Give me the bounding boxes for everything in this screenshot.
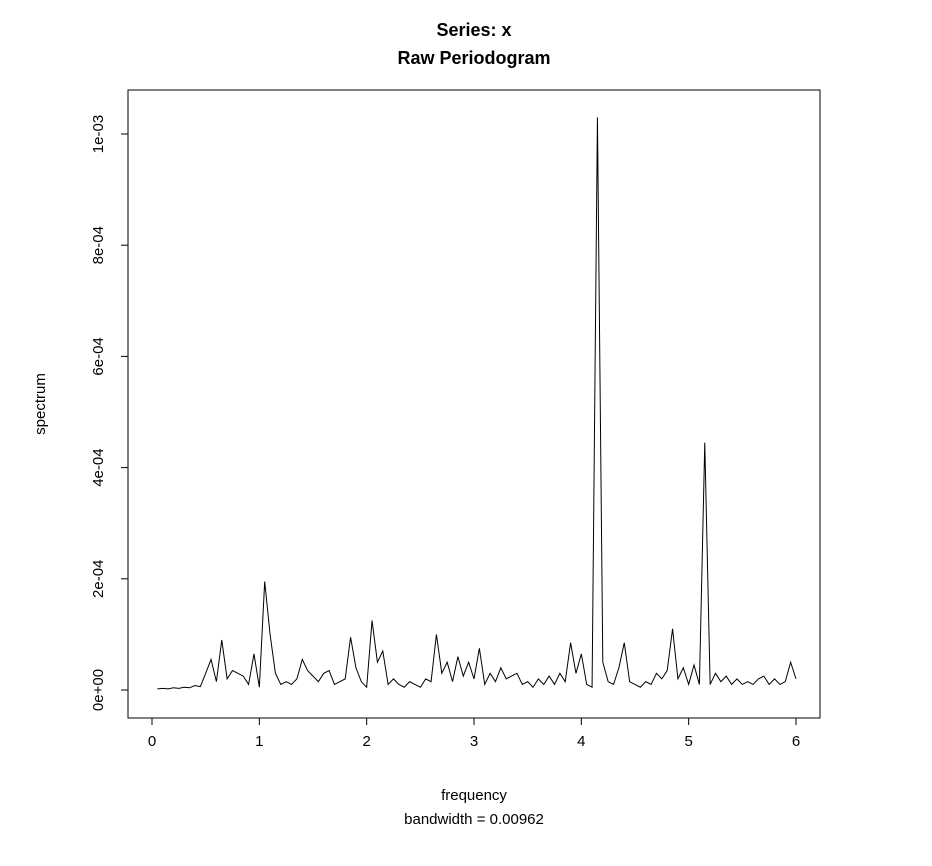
x-tick-label: 0 <box>148 733 156 750</box>
y-tick-label: 8e-04 <box>90 226 107 264</box>
x-tick-label: 1 <box>255 733 263 750</box>
chart-title: Series: x <box>436 20 511 40</box>
y-tick-label: 6e-04 <box>90 337 107 375</box>
data-line-layer <box>157 117 797 690</box>
x-tick-label: 4 <box>577 733 585 750</box>
chart-caption: bandwidth = 0.00962 <box>404 811 544 828</box>
x-tick-label: 6 <box>792 733 800 750</box>
y-tick-label: 4e-04 <box>90 448 107 486</box>
plot-border <box>127 89 821 719</box>
spectrum-line <box>157 117 797 690</box>
axis-ticks: 0 1 2 3 4 5 6 0e+00 2e-04 4e-04 6e-04 8e-04 1e-03 <box>90 115 800 750</box>
x-tick-label: 2 <box>362 733 370 750</box>
x-tick-label: 5 <box>684 733 692 750</box>
x-axis-label: frequency <box>441 787 507 804</box>
y-tick-label: 2e-04 <box>90 560 107 598</box>
y-tick-label: 0e+00 <box>90 669 107 711</box>
x-tick-label: 3 <box>470 733 478 750</box>
y-tick-label: 1e-03 <box>90 115 107 153</box>
chart-subtitle: Raw Periodogram <box>397 48 550 68</box>
y-axis-label: spectrum <box>32 373 49 435</box>
